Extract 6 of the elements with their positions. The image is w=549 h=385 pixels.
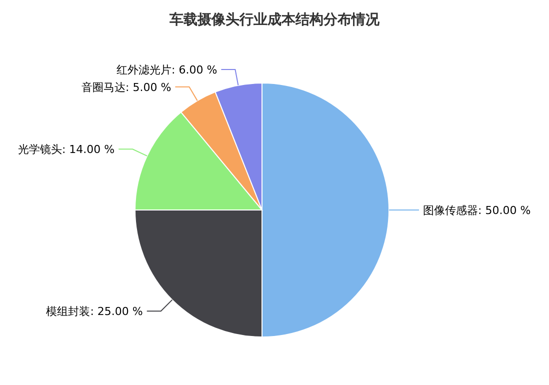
- slice-label: 红外滤光片: 6.00 %: [116, 64, 218, 77]
- slice-label: 模组封装: 25.00 %: [46, 305, 143, 318]
- slice-label: 音圈马达: 5.00 %: [82, 80, 172, 94]
- slice-label: 图像传感器: 50.00 %: [423, 204, 531, 217]
- slice-label: 光学镜头: 14.00 %: [18, 143, 115, 156]
- chart-title: 车载摄像头行业成本结构分布情况: [168, 11, 380, 28]
